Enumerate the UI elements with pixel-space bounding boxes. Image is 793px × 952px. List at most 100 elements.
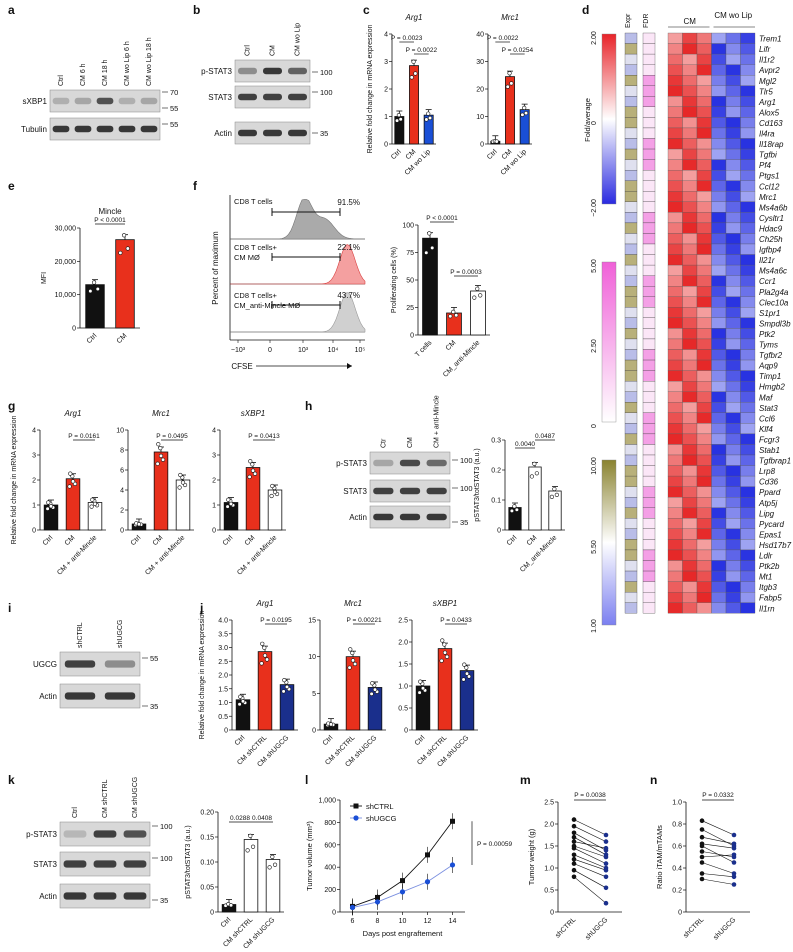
heatmap-cell (682, 127, 698, 139)
expr-cell (624, 570, 638, 582)
data-point (262, 653, 268, 658)
blot-row-label: p-STAT3 (201, 67, 232, 76)
data-point (370, 681, 375, 686)
heatmap-cell (740, 85, 756, 97)
heatmap-cell (667, 180, 683, 192)
heatmap-cell (740, 191, 756, 202)
y-tick-label: 1,000 (318, 798, 336, 805)
expr-cell (624, 127, 638, 139)
y-tick-label: 2.0 (398, 640, 408, 647)
heatmap-cell (725, 433, 741, 445)
p-value: P = 0.0022 (487, 35, 519, 42)
data-point (427, 115, 433, 121)
heatmap-cell (740, 391, 756, 403)
heatmap-cell (667, 402, 683, 413)
heatmap-cell (740, 338, 756, 350)
heatmap-cell (711, 465, 727, 477)
blot-row-label: STAT3 (343, 487, 367, 496)
heatmap-cell (696, 465, 712, 477)
heatmap-cell (667, 370, 683, 382)
expr-cell (624, 32, 638, 44)
pair-line (573, 845, 607, 858)
heatmap-cell (725, 212, 741, 224)
gene-label: Clec10a (759, 298, 789, 307)
hist-label: CD8 T cells (234, 197, 273, 206)
heatmap-cell (740, 159, 756, 171)
p-value: P = 0.00059 (477, 841, 513, 848)
heatmap-cell (711, 96, 727, 108)
heatmap-cell (711, 380, 727, 392)
heatmap-cell (740, 264, 756, 276)
heatmap-cell (667, 264, 683, 276)
data-point (731, 845, 737, 851)
data-point (180, 480, 186, 485)
heatmap-cell (711, 296, 727, 308)
blot-row-label: STAT3 (208, 93, 232, 102)
heatmap-cell (696, 96, 712, 108)
heatmap-cell (711, 349, 727, 361)
data-point (374, 899, 381, 905)
x-tick-label: shUGCG (584, 916, 609, 941)
data-point (549, 494, 555, 499)
panel-h-blot: p-STAT3 STAT3 Actin Ctr CM CM + anti-Mincle 10… (336, 395, 473, 529)
gene-label: Cd36 (759, 478, 779, 487)
marker-label: 70 (170, 88, 178, 97)
pair-line (573, 854, 607, 869)
y-tick-label: 0 (72, 326, 76, 333)
x-tick-label: CM (116, 332, 129, 345)
data-point (349, 904, 356, 911)
heatmap-cell (740, 117, 756, 129)
heatmap-cell (696, 592, 712, 603)
heatmap-cell (725, 286, 741, 297)
fdr-cell (642, 359, 656, 371)
heatmap-cell (667, 106, 683, 118)
fdr-cell (642, 349, 656, 361)
heatmap-cell (725, 359, 741, 371)
p-value: P = 0.0495 (156, 433, 188, 440)
data-point (352, 661, 358, 667)
blot-lane-label: Ctrl (245, 45, 252, 56)
x-tick-label: CM + anti-Mincle (56, 534, 98, 576)
data-point (699, 854, 705, 860)
x-tick-label: 6 (351, 918, 355, 925)
gene-label: Fabp5 (759, 594, 782, 603)
data-point (571, 830, 577, 836)
data-point (260, 641, 265, 646)
blot-band (64, 692, 96, 700)
scale-tick: 1.00 (591, 619, 598, 633)
blot-band (96, 125, 114, 133)
x-tick-label: Ctrl (390, 148, 403, 161)
blot-band (123, 830, 147, 838)
x-tick-label: Ctrl (486, 148, 499, 161)
y-tick-label: 2 (32, 478, 36, 485)
heatmap-cell (696, 264, 712, 276)
data-point (177, 485, 182, 490)
data-point (118, 250, 123, 256)
gene-label: Hdac9 (759, 224, 783, 233)
data-point (237, 702, 242, 707)
pair-line (573, 832, 607, 851)
heatmap-cell (667, 423, 683, 435)
y-tick-label: 20 (476, 87, 484, 94)
y-tick-label: 8 (120, 448, 124, 455)
fdr-cell (642, 201, 656, 213)
heatmap-cell (682, 85, 698, 97)
heatmap-cell (711, 402, 727, 413)
heatmap-cell (725, 138, 741, 150)
expr-cell (624, 75, 638, 86)
chart-title: Mrc1 (501, 13, 519, 22)
heatmap-cell (667, 85, 683, 97)
y-tick-label: 0 (678, 910, 682, 917)
data-point (466, 674, 472, 679)
y-tick-label: 0.15 (200, 835, 214, 842)
data-point (571, 834, 577, 840)
gate-percent: 43.7% (337, 291, 360, 300)
heatmap-cell (667, 127, 683, 139)
heatmap-cell (711, 64, 727, 76)
gene-label: Trem1 (759, 35, 782, 44)
heatmap-cell (682, 159, 698, 171)
heatmap-cell (682, 138, 698, 150)
heatmap-cell (667, 212, 683, 224)
